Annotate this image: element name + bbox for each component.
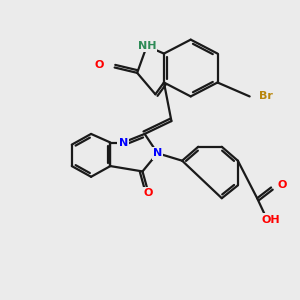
Text: OH: OH xyxy=(262,214,280,225)
Text: O: O xyxy=(143,188,152,198)
Text: O: O xyxy=(95,60,104,70)
Text: N: N xyxy=(118,137,128,148)
Text: NH: NH xyxy=(137,41,156,51)
Text: N: N xyxy=(153,148,162,158)
Text: O: O xyxy=(277,180,286,190)
Text: Br: Br xyxy=(259,92,273,101)
